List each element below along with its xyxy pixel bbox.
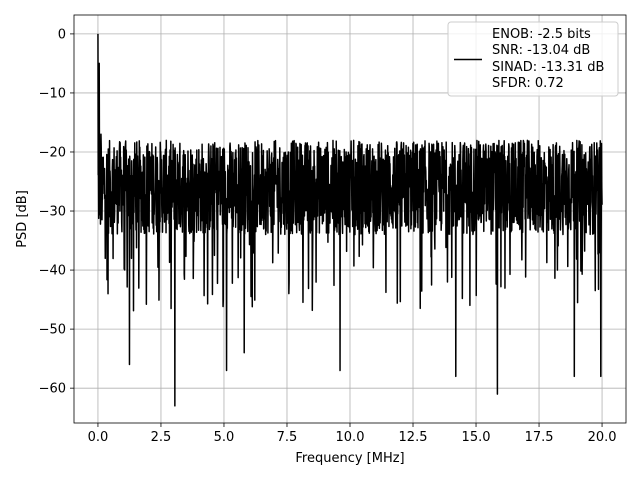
y-tick-label: −30 xyxy=(39,205,66,220)
x-tick-label: 0.0 xyxy=(88,430,109,445)
legend-sfdr: SFDR: 0.72 xyxy=(492,76,564,91)
y-tick-label: −50 xyxy=(39,323,66,338)
y-axis-label: PSD [dB] xyxy=(15,190,30,248)
x-tick-label: 20.0 xyxy=(588,430,617,445)
x-axis-label: Frequency [MHz] xyxy=(295,451,404,466)
legend-box xyxy=(447,21,619,97)
x-tick-label: 12.5 xyxy=(399,430,428,445)
x-tick-label: 5.0 xyxy=(214,430,235,445)
legend-sinad: SINAD: -13.31 dB xyxy=(492,60,604,75)
x-axis: 0.0 2.5 5.0 7.5 10.0 12.5 15.0 17.5 20.0 xyxy=(88,423,617,445)
y-tick-label: −10 xyxy=(39,86,66,101)
legend-snr: SNR: -13.04 dB xyxy=(492,43,590,58)
y-tick-label: 0 xyxy=(58,27,66,42)
x-tick-label: 10.0 xyxy=(336,430,365,445)
psd-series-line xyxy=(97,33,603,407)
legend-enob: ENOB: -2.5 bits xyxy=(492,27,591,42)
y-tick-label: −40 xyxy=(39,264,66,279)
y-tick-label: −60 xyxy=(39,382,66,397)
y-tick-label: −20 xyxy=(39,145,66,160)
x-tick-label: 15.0 xyxy=(462,430,491,445)
legend: ENOB: -2.5 bits SNR: -13.04 dB SINAD: -1… xyxy=(447,21,619,97)
x-tick-label: 17.5 xyxy=(525,430,554,445)
y-axis: 0 −10 −20 −30 −40 −50 −60 xyxy=(39,27,74,397)
x-tick-label: 2.5 xyxy=(151,430,172,445)
psd-trace xyxy=(97,33,603,407)
x-tick-label: 7.5 xyxy=(277,430,298,445)
